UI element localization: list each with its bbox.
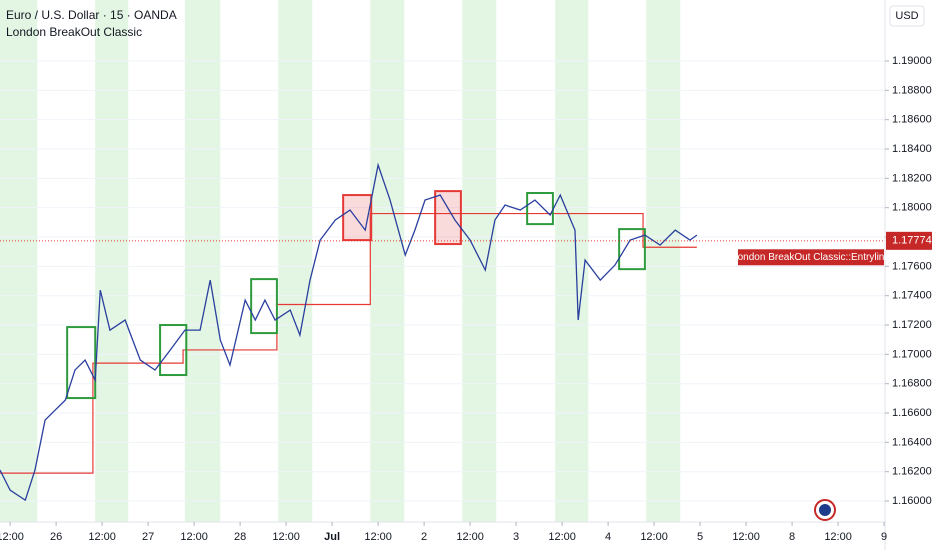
session-band (646, 0, 681, 522)
range-box (159, 324, 188, 377)
x-tick-label: 12:00 (364, 531, 392, 543)
currency[interactable]: USD (895, 10, 918, 22)
x-tick-label: Jul (324, 531, 340, 543)
session-band (370, 0, 405, 522)
y-tick-label: 1.19000 (892, 55, 932, 67)
plot-area (0, 0, 885, 522)
y-tick-label: 1.18400 (892, 143, 932, 155)
currency-button[interactable] (889, 5, 925, 27)
indicator-name: London BreakOut Classic (6, 25, 142, 39)
entry-label: London BreakOut Classic::Entryline (732, 252, 890, 263)
x-tick-label: 12:00 (732, 531, 760, 543)
range-box (434, 190, 462, 246)
y-tick-label: 1.18200 (892, 172, 932, 184)
range-box (250, 278, 278, 335)
range-box (618, 228, 646, 271)
y-tick-label: 1.18000 (892, 202, 932, 214)
x-tick-label: 28 (234, 531, 246, 543)
y-tick-label: 1.17400 (892, 290, 932, 302)
y-tick-label: 1.16600 (892, 407, 932, 419)
x-tick-label: 12:00 (456, 531, 484, 543)
x-tick-label: 27 (142, 531, 154, 543)
session-band (95, 0, 129, 522)
y-tick-label: 1.17200 (892, 319, 932, 331)
x-tick-label: 2 (421, 531, 427, 543)
range-box (342, 194, 373, 242)
chart-title: Euro / U.S. Dollar · 15 · OANDA (6, 8, 177, 22)
x-tick-label: 8 (789, 531, 795, 543)
y-tick-label: 1.16800 (892, 378, 932, 390)
x-tick-label: 12:00 (0, 531, 24, 543)
y-tick-label: 1.16400 (892, 436, 932, 448)
x-tick-label: 12:00 (640, 531, 668, 543)
x-tick-label: 5 (697, 531, 703, 543)
y-tick-label: 1.18800 (892, 84, 932, 96)
session-band (555, 0, 589, 522)
y-tick-label: 1.16200 (892, 466, 932, 478)
entry-label-box (738, 249, 884, 266)
session-band (184, 0, 221, 522)
x-tick-label: 12:00 (548, 531, 576, 543)
x-tick-label: 26 (50, 531, 62, 543)
y-tick-label: 1.16000 (892, 495, 932, 507)
x-tick-label: 12:00 (88, 531, 116, 543)
logo (814, 499, 836, 521)
range-box (66, 326, 97, 400)
y-tick-label: 1.17000 (892, 348, 932, 360)
last-price-label: 1.17774 (892, 235, 932, 247)
x-tick-label: 9 (881, 531, 887, 543)
x-tick-label: 3 (513, 531, 519, 543)
y-tick-label: 1.18600 (892, 114, 932, 126)
x-tick-label: 4 (605, 531, 611, 543)
x-tick-label: 12:00 (824, 531, 852, 543)
session-band (0, 0, 38, 522)
x-tick-label: 12:00 (272, 531, 300, 543)
y-tick-label: 1.17600 (892, 260, 932, 272)
last-price-tag (886, 231, 932, 250)
x-tick-label: 12:00 (180, 531, 208, 543)
session-band (462, 0, 497, 522)
price-line (0, 162, 698, 502)
price-axis (886, 0, 932, 550)
session-band (278, 0, 313, 522)
